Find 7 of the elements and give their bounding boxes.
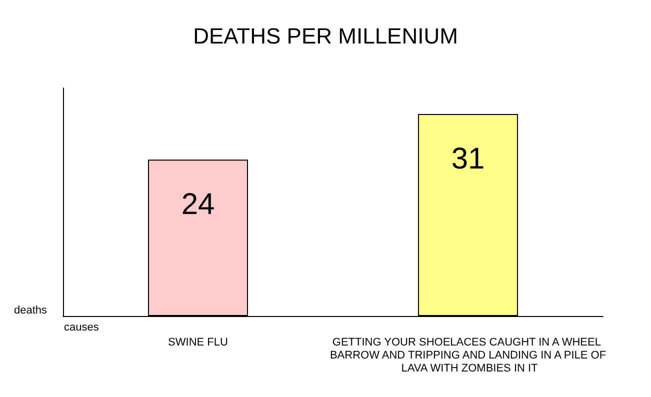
x-tick-label: GETTING YOUR SHOELACES CAUGHT IN A WHEEL BARROW AND TRIPPING AND LANDING IN A PILE OF LAVA WITH ZOMBIES IN IT <box>330 336 606 374</box>
data-label: 31 <box>451 142 485 176</box>
data-label: 24 <box>181 188 215 222</box>
chart-title: DEATHS PER MILLENIUM <box>193 24 458 48</box>
y-axis-title: deaths <box>14 304 48 316</box>
x-tick-label: SWINE FLU <box>168 336 228 348</box>
x-axis-title: causes <box>64 322 100 334</box>
